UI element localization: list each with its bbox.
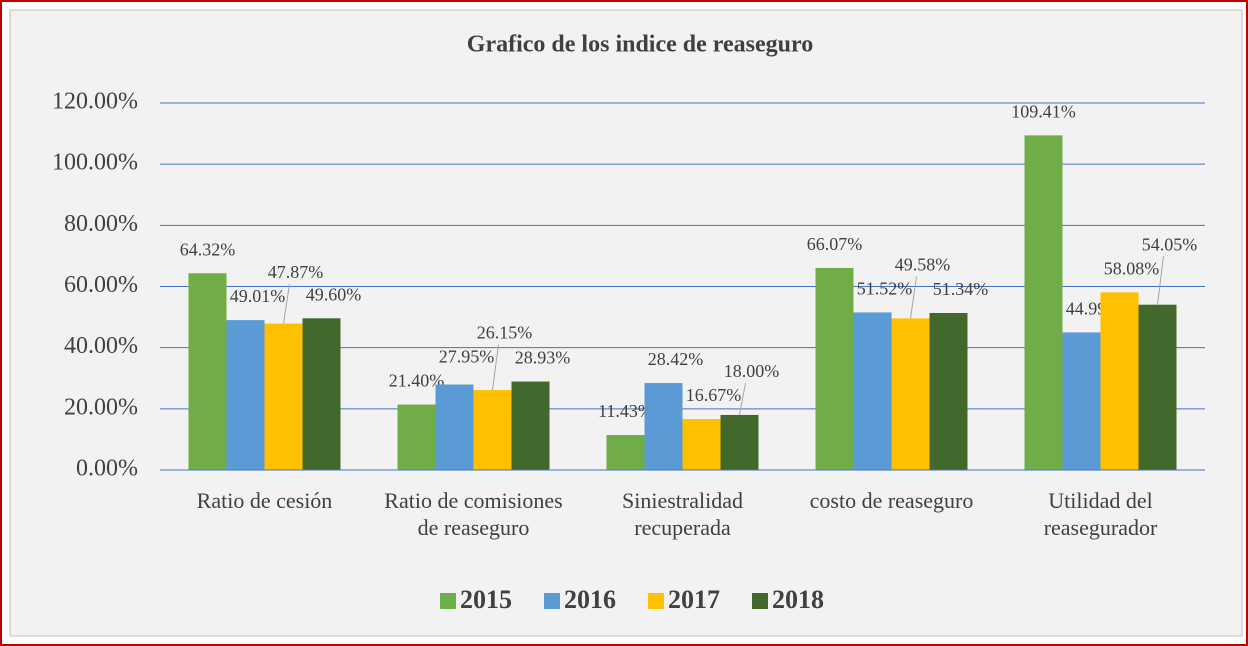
data-label: 49.60% (306, 284, 362, 304)
bar (188, 273, 227, 470)
bar (929, 312, 968, 470)
bar (853, 312, 892, 470)
legend-label: 2016 (564, 585, 616, 614)
y-tick-label: 40.00% (64, 333, 138, 359)
y-tick-label: 100.00% (52, 150, 138, 176)
x-tick-label: Utilidad del reasegurador (1043, 488, 1158, 540)
legend-swatch (752, 593, 768, 609)
bar (511, 381, 550, 470)
data-label: 11.43% (598, 401, 653, 421)
legend-swatch (544, 593, 560, 609)
leader-line (1157, 256, 1164, 305)
leader-line (739, 382, 746, 416)
bar (435, 384, 474, 470)
bar (1062, 332, 1101, 470)
data-label: 58.08% (1104, 258, 1160, 278)
data-label: 49.58% (895, 255, 951, 275)
legend-label: 2017 (668, 585, 720, 614)
x-tick-label: Ratio de comisiones de reaseguro (384, 488, 563, 540)
bar (682, 419, 721, 470)
data-label: 27.95% (439, 347, 495, 367)
y-tick-label: 60.00% (64, 272, 138, 298)
leader-line (283, 284, 290, 324)
data-label: 66.07% (807, 234, 863, 254)
data-label: 109.41% (1011, 102, 1076, 122)
bar (815, 267, 854, 470)
data-label: 26.15% (477, 323, 533, 343)
bar (397, 404, 436, 470)
bar (606, 435, 645, 470)
x-tick-label: Ratio de cesión (196, 488, 333, 513)
bar (720, 414, 759, 470)
legend-label: 2015 (460, 585, 512, 614)
data-label: 21.40% (389, 371, 445, 391)
chart-title: Grafico de los indice de reaseguro (467, 32, 813, 58)
data-label: 47.87% (268, 262, 324, 282)
data-label: 51.52% (857, 279, 913, 299)
x-tick-label: costo de reaseguro (809, 488, 974, 513)
bar (1138, 304, 1177, 470)
data-label: 49.01% (230, 286, 286, 306)
y-tick-label: 120.00% (52, 89, 138, 115)
y-tick-label: 0.00% (76, 456, 138, 482)
x-tick-label: Siniestralidad recuperada (622, 488, 743, 540)
bar (891, 318, 930, 470)
legend-swatch (648, 593, 664, 609)
y-tick-label: 80.00% (64, 211, 138, 237)
y-tick-label: 20.00% (64, 394, 138, 420)
data-label: 64.32% (180, 239, 236, 259)
bar (1100, 292, 1139, 470)
leader-line (910, 276, 917, 319)
data-label: 28.42% (648, 349, 704, 369)
data-label: 18.00% (724, 361, 780, 381)
bar (644, 383, 683, 470)
data-label: 54.05% (1142, 234, 1198, 254)
bar (473, 390, 512, 470)
data-label: 16.67% (686, 385, 742, 405)
data-label: 51.34% (933, 279, 989, 299)
legend-label: 2018 (772, 585, 824, 614)
bar (264, 323, 303, 470)
data-label: 28.93% (515, 348, 571, 368)
bar (302, 318, 341, 470)
bar (226, 320, 265, 470)
legend-swatch (440, 593, 456, 609)
bar (1024, 135, 1063, 470)
leader-line (492, 344, 499, 391)
